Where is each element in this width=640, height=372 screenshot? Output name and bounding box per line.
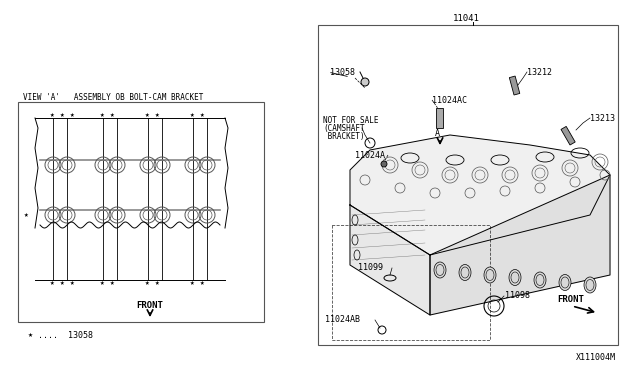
Text: ★: ★ xyxy=(60,279,65,288)
Text: ★: ★ xyxy=(70,110,75,119)
Text: BRACKET): BRACKET) xyxy=(323,131,365,141)
Ellipse shape xyxy=(434,262,446,278)
Polygon shape xyxy=(430,175,610,315)
Text: VIEW 'A'   ASSEMBLY OB BOLT-CAM BRACKET: VIEW 'A' ASSEMBLY OB BOLT-CAM BRACKET xyxy=(23,93,204,102)
Text: ★: ★ xyxy=(200,279,205,288)
Text: ★: ★ xyxy=(190,110,195,119)
Text: ★: ★ xyxy=(200,110,205,119)
Text: A: A xyxy=(435,128,440,138)
Bar xyxy=(561,126,575,145)
Text: 11024AB: 11024AB xyxy=(325,315,360,324)
Ellipse shape xyxy=(584,277,596,293)
Text: ★: ★ xyxy=(50,110,54,119)
Text: ★: ★ xyxy=(28,330,33,340)
Text: 11024AC: 11024AC xyxy=(432,96,467,105)
Text: FRONT: FRONT xyxy=(557,295,584,305)
Circle shape xyxy=(361,78,369,86)
Text: ★: ★ xyxy=(145,279,150,288)
Text: ★: ★ xyxy=(60,110,65,119)
Polygon shape xyxy=(350,135,610,255)
Text: ★: ★ xyxy=(110,110,115,119)
Text: ★: ★ xyxy=(24,211,29,219)
Text: ★: ★ xyxy=(155,110,159,119)
Text: X111004M: X111004M xyxy=(576,353,616,362)
Text: 11099: 11099 xyxy=(358,263,383,273)
Polygon shape xyxy=(350,205,430,315)
Text: 13213: 13213 xyxy=(590,113,615,122)
Text: (CAMSHAFT: (CAMSHAFT xyxy=(323,124,365,132)
Text: ★: ★ xyxy=(70,279,75,288)
Text: NOT FOR SALE: NOT FOR SALE xyxy=(323,115,378,125)
Text: ★: ★ xyxy=(155,279,159,288)
Text: 11098: 11098 xyxy=(505,292,530,301)
Ellipse shape xyxy=(534,272,546,288)
Text: ★: ★ xyxy=(110,279,115,288)
Text: ....  13058: .... 13058 xyxy=(38,330,93,340)
Text: ★: ★ xyxy=(100,110,104,119)
Bar xyxy=(18,102,264,322)
Text: 13058: 13058 xyxy=(330,67,355,77)
Text: ★: ★ xyxy=(145,110,150,119)
Text: ★: ★ xyxy=(50,279,54,288)
Ellipse shape xyxy=(559,275,571,291)
Bar xyxy=(509,76,520,95)
Ellipse shape xyxy=(459,264,471,280)
Text: FRONT: FRONT xyxy=(136,301,163,310)
Text: ★: ★ xyxy=(100,279,104,288)
Ellipse shape xyxy=(484,267,496,283)
Text: 13212: 13212 xyxy=(527,67,552,77)
Text: 11024A: 11024A xyxy=(355,151,385,160)
Bar xyxy=(318,25,618,345)
Text: 11041: 11041 xyxy=(453,13,480,22)
Ellipse shape xyxy=(509,269,521,285)
Text: ★: ★ xyxy=(190,279,195,288)
Circle shape xyxy=(381,161,387,167)
Bar xyxy=(436,108,443,128)
